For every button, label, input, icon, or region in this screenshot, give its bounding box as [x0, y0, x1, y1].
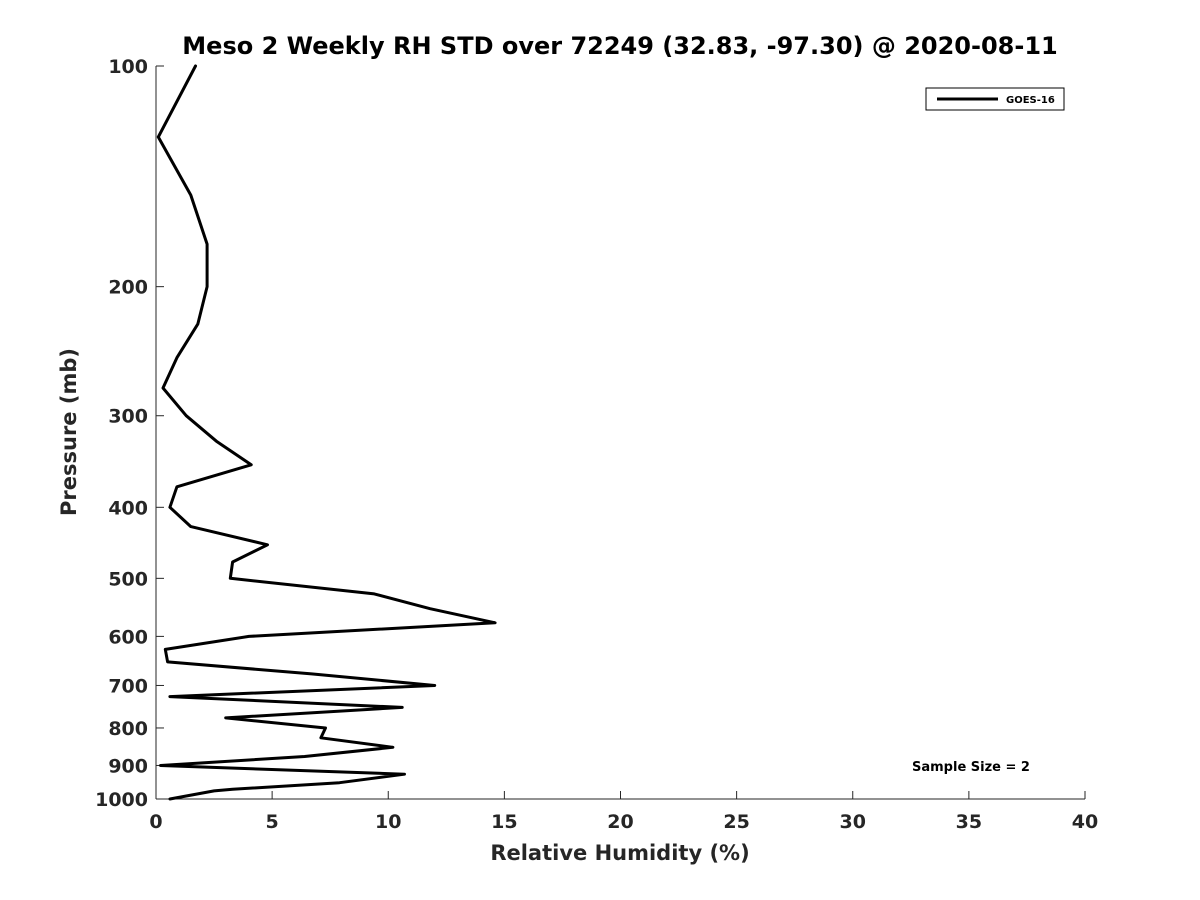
- y-tick-label: 1000: [95, 789, 148, 811]
- x-tick-label: 10: [375, 811, 401, 833]
- x-tick-label: 0: [149, 811, 162, 833]
- series-line-goes-16: [156, 64, 497, 801]
- sample-size-annotation: Sample Size = 2: [912, 760, 1030, 775]
- x-tick-label: 35: [956, 811, 982, 833]
- x-tick-label: 40: [1072, 811, 1098, 833]
- y-tick-label: 800: [108, 718, 148, 740]
- y-tick-label: 100: [108, 56, 148, 78]
- legend: GOES-16: [925, 87, 1065, 111]
- chart-title: Meso 2 Weekly RH STD over 72249 (32.83, …: [182, 32, 1057, 60]
- y-tick-label: 200: [108, 277, 148, 299]
- x-axis-label: Relative Humidity (%): [490, 841, 749, 865]
- legend-label-goes-16: GOES-16: [1006, 95, 1055, 106]
- y-tick-label: 500: [108, 568, 148, 590]
- x-tick-label: 30: [840, 811, 866, 833]
- y-tick-label: 300: [108, 406, 148, 428]
- plot-area: 0 5 10 15 20 25 30 35 40 100 200 300 400 500 600 700 800…: [95, 56, 1098, 833]
- y-tick-label: 900: [108, 755, 148, 777]
- y-tick-label: 400: [108, 497, 148, 519]
- y-tick-label: 700: [108, 675, 148, 697]
- x-tick-label: 15: [491, 811, 517, 833]
- y-axis-label: Pressure (mb): [57, 348, 81, 516]
- x-tick-label: 25: [723, 811, 749, 833]
- x-tick-label: 20: [607, 811, 633, 833]
- y-tick-label: 600: [108, 626, 148, 648]
- x-tick-label: 5: [266, 811, 279, 833]
